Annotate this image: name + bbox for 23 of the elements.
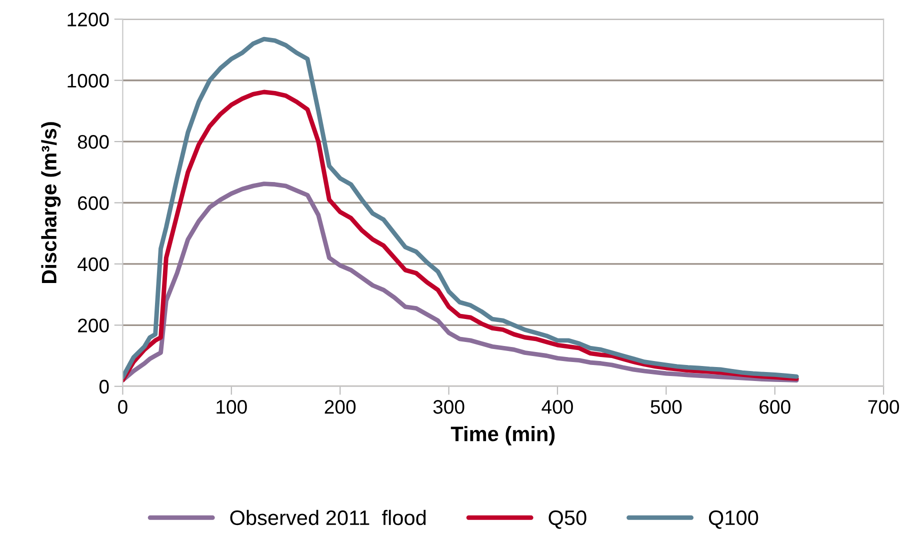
y-tick-label: 0 xyxy=(99,380,109,394)
x-tick-label: 300 xyxy=(433,400,464,414)
line-series xyxy=(122,182,799,382)
legend-label: Observed 2011 flood xyxy=(230,510,426,526)
legend-label: Q100 xyxy=(708,510,758,529)
x-tick-label: 0 xyxy=(118,400,128,414)
x-tick-label: 500 xyxy=(650,400,682,414)
x-tick-label: 600 xyxy=(760,400,790,414)
y-tick-label: 800 xyxy=(78,135,109,149)
y-tick-label: 1200 xyxy=(68,12,109,26)
line-series xyxy=(122,90,799,382)
y-tick-label: 1000 xyxy=(68,74,109,88)
x-axis-title: Time (min) xyxy=(450,426,555,446)
x-tick-label: 400 xyxy=(542,400,573,414)
x-tick-label: 100 xyxy=(216,400,247,414)
y-tick-label: 400 xyxy=(78,257,109,272)
x-tick-label: 200 xyxy=(324,400,356,414)
y-axis-title: Discharge (m³/s) xyxy=(41,122,61,283)
x-tick-label: 700 xyxy=(868,400,900,414)
legend-label: Q50 xyxy=(548,510,586,529)
y-tick-label: 600 xyxy=(78,196,109,210)
line-series xyxy=(122,36,799,380)
y-tick-label: 200 xyxy=(78,318,109,332)
